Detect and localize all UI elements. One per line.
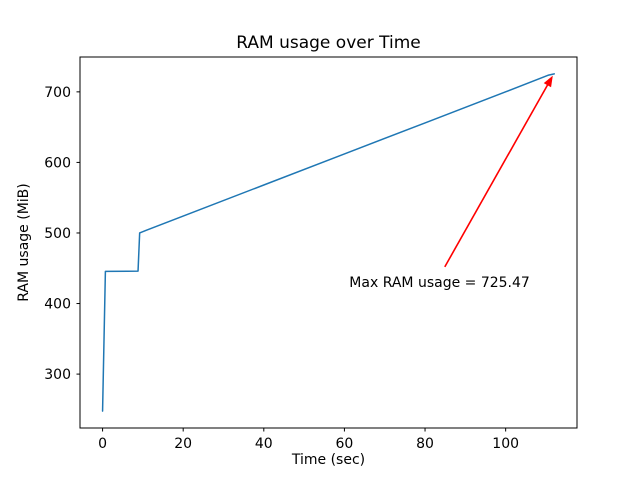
x-tick-label: 40 (255, 436, 273, 452)
y-tick-label: 500 (44, 226, 71, 242)
x-tick-label: 100 (492, 436, 519, 452)
y-axis-label: RAM usage (MiB) (16, 183, 32, 301)
plot-area (79, 56, 578, 429)
chart-title: RAM usage over Time (236, 33, 420, 53)
y-tick-label: 600 (44, 155, 71, 171)
y-tick-label: 300 (44, 367, 71, 383)
plot-frame (79, 56, 578, 429)
x-tick-label: 80 (416, 436, 434, 452)
ram-usage-line (101, 73, 556, 412)
y-tick-label: 700 (44, 85, 71, 101)
axis-ticks: 0 20 40 60 80 100 300 400 500 600 700 (44, 85, 519, 452)
annotation-arrow-head (543, 75, 553, 88)
x-axis-label: Time (sec) (291, 452, 365, 468)
y-tick-label: 400 (44, 297, 71, 313)
annotation-arrow-shaft (444, 82, 550, 268)
x-tick-label: 60 (336, 436, 354, 452)
x-tick-label: 20 (174, 436, 192, 452)
max-ram-annotation-text: Max RAM usage = 725.47 (349, 275, 530, 291)
x-tick-label: 0 (98, 436, 107, 452)
